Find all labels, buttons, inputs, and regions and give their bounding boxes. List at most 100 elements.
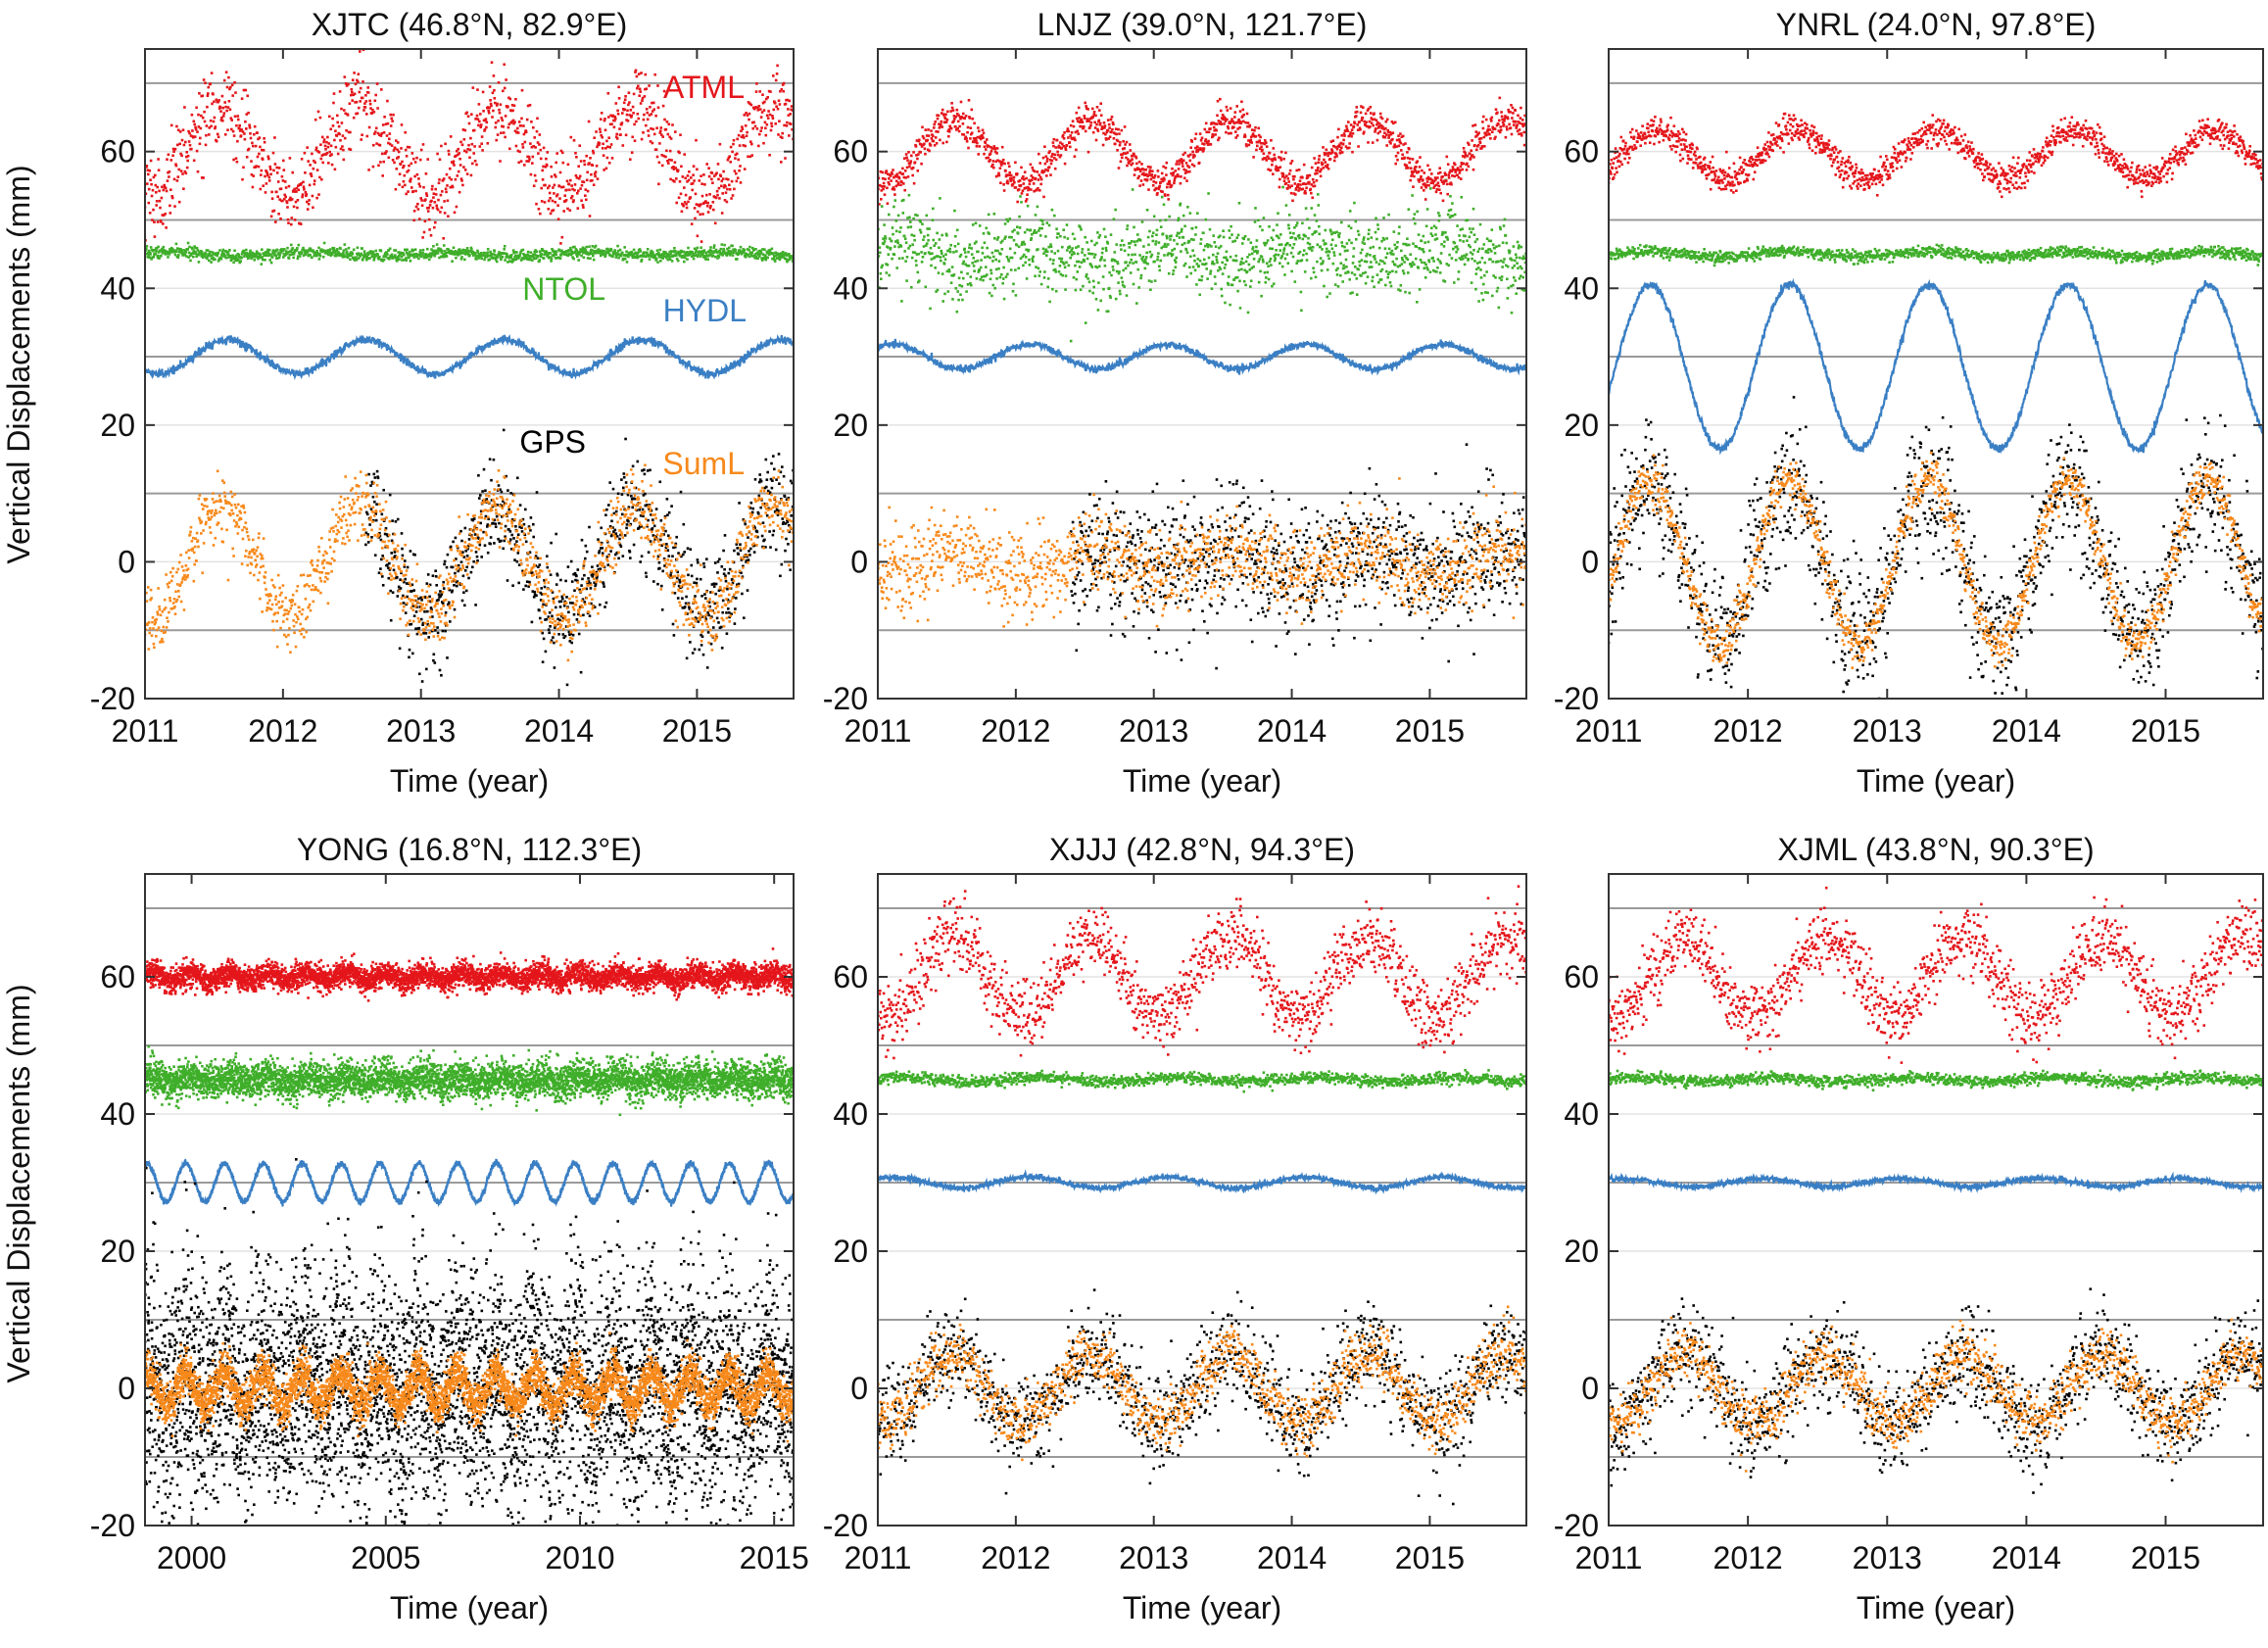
xjtc-atml-point bbox=[458, 164, 462, 167]
xjtc-atml-point bbox=[446, 199, 450, 203]
xjtc-ntol-point bbox=[641, 255, 645, 258]
xjtc-ntol-point bbox=[727, 252, 730, 256]
xjtc-atml-point bbox=[586, 189, 590, 193]
xjtc-atml-point bbox=[328, 115, 331, 119]
xjtc-atml-point bbox=[207, 92, 210, 95]
xjtc-atml-point bbox=[759, 129, 762, 132]
xjtc-ntol-point bbox=[247, 256, 250, 260]
xjtc-gps-point bbox=[645, 571, 648, 575]
xjtc-ntol-point bbox=[758, 255, 761, 258]
xjtc-suml-point bbox=[688, 623, 692, 626]
xjtc-suml-point bbox=[605, 539, 609, 543]
xjtc-atml-point bbox=[741, 125, 744, 128]
xjtc-ntol-point bbox=[675, 258, 679, 261]
xjtc-gps-point bbox=[770, 461, 773, 465]
xjtc-atml-point bbox=[789, 113, 792, 116]
xjtc-gps-point bbox=[770, 486, 774, 490]
xjtc-suml-point bbox=[691, 585, 695, 589]
xjtc-suml-point bbox=[336, 539, 339, 543]
xjtc-ntol-point bbox=[667, 254, 671, 258]
xjtc-suml-point bbox=[435, 609, 439, 612]
xjtc-gps-point bbox=[547, 615, 551, 618]
xjtc-atml-point bbox=[351, 78, 355, 81]
xjtc-gps-point bbox=[436, 626, 439, 629]
xjtc-ntol-point bbox=[780, 254, 783, 257]
xjtc-gps-point bbox=[467, 538, 471, 541]
xjtc-gps-point bbox=[717, 621, 720, 624]
xjtc-atml-point bbox=[183, 106, 186, 109]
xjtc-ntol-point bbox=[333, 254, 337, 258]
xjtc-suml-point bbox=[169, 599, 172, 603]
xjtc-atml-point bbox=[708, 193, 711, 196]
xjtc-suml-point bbox=[389, 578, 393, 581]
xjtc-atml-point bbox=[440, 144, 443, 148]
xjtc-ntol-point bbox=[492, 253, 495, 256]
xjtc-atml-point bbox=[692, 173, 695, 176]
xjtc-suml-point bbox=[507, 506, 510, 509]
xjtc-atml-point bbox=[707, 174, 711, 178]
xjtc-suml-point bbox=[381, 540, 384, 544]
xjtc-ntol-point bbox=[404, 248, 407, 252]
xjtc-gps-point bbox=[633, 497, 637, 501]
xjtc-suml-point bbox=[617, 541, 621, 545]
xjtc-ntol-point bbox=[754, 255, 758, 259]
xjtc-suml-point bbox=[306, 615, 309, 619]
xjtc-ntol-point bbox=[302, 246, 305, 250]
xjtc-suml-point bbox=[504, 529, 507, 533]
xjtc-atml-point bbox=[667, 162, 670, 165]
xjtc-atml-point bbox=[424, 172, 428, 175]
xjtc-atml-point bbox=[599, 130, 603, 133]
xjtc-gps-point bbox=[375, 503, 378, 506]
xjtc-atml-point bbox=[542, 146, 546, 150]
xjtc-gps-point bbox=[540, 593, 544, 596]
xjtc-atml-point bbox=[645, 123, 648, 127]
xjtc-ntol-point bbox=[451, 260, 454, 263]
xjtc-suml-point bbox=[364, 473, 368, 477]
xjtc-gps-point bbox=[683, 551, 686, 554]
xjtc-suml-point bbox=[403, 605, 406, 608]
xjtc-gps-point bbox=[731, 578, 734, 582]
xjtc-gps-point bbox=[464, 550, 467, 553]
xjtc-suml-point bbox=[704, 619, 707, 622]
xjtc-ntol-point bbox=[512, 258, 516, 262]
xjtc-suml-point bbox=[699, 563, 702, 566]
xjtc-atml-point bbox=[385, 150, 388, 153]
xjtc-suml-point bbox=[264, 576, 266, 579]
xjtc-ntol-point bbox=[161, 247, 164, 251]
xjtc-atml-point bbox=[771, 117, 775, 121]
xjtc-ntol-point bbox=[772, 252, 775, 256]
xjtc-ntol-point bbox=[303, 250, 307, 253]
xjtc-ntol-point bbox=[429, 255, 433, 259]
xjtc-atml-point bbox=[179, 152, 182, 156]
xjtc-gps-point bbox=[419, 617, 423, 621]
xjtc-atml-point bbox=[284, 195, 287, 199]
xjtc-suml-point bbox=[362, 533, 366, 537]
xjtc-ntol-point bbox=[712, 246, 716, 250]
xjtc-atml-point bbox=[661, 135, 664, 138]
xjtc-atml-point bbox=[513, 121, 516, 123]
xjtc-atml-point bbox=[592, 149, 595, 153]
xjtc-gps-point bbox=[593, 581, 596, 584]
xjtc-atml-point bbox=[204, 143, 208, 147]
xjtc-ntol-point bbox=[460, 256, 463, 259]
xjtc-ntol-point bbox=[652, 256, 655, 260]
xjtc-suml-point bbox=[547, 581, 551, 584]
xjtc-gps-point bbox=[400, 571, 403, 575]
xjtc-suml-point bbox=[674, 619, 678, 622]
xjtc-suml-point bbox=[255, 563, 259, 566]
xjtc-atml-point bbox=[670, 159, 673, 162]
xjtc-atml-point bbox=[416, 202, 419, 206]
xjtc-suml-point bbox=[287, 609, 291, 613]
xjtc-atml-point bbox=[275, 166, 278, 170]
xjtc-suml-point bbox=[496, 518, 500, 521]
xjtc-suml-point bbox=[582, 566, 585, 570]
xjtc-ntol-point bbox=[162, 245, 166, 249]
xjtc-suml-point bbox=[494, 505, 498, 508]
xjtc-atml-point bbox=[396, 157, 399, 160]
xjtc-atml-point bbox=[406, 170, 409, 173]
xjtc-atml-point bbox=[651, 110, 654, 113]
xjtc-suml-point bbox=[554, 619, 557, 623]
xjtc-gps-point bbox=[440, 674, 443, 677]
xjtc-ntol-point bbox=[313, 251, 315, 254]
xjtc-suml-point bbox=[328, 530, 331, 533]
